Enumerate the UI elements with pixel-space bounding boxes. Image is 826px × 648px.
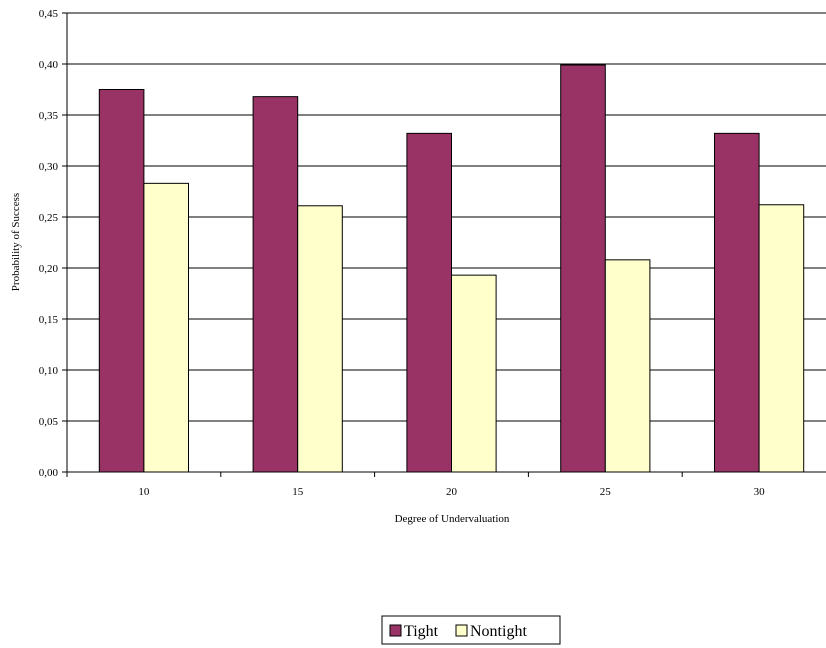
x-axis-title: Degree of Undervaluation xyxy=(395,513,510,525)
x-tick-label: 20 xyxy=(446,486,458,498)
bar-tight-30 xyxy=(713,132,760,473)
x-tick-label: 15 xyxy=(292,486,304,498)
bar-tight-10 xyxy=(98,89,145,473)
y-tick-label: 0,35 xyxy=(39,110,59,122)
legend-label-tight: Tight xyxy=(404,623,439,640)
x-tick-label: 25 xyxy=(600,486,612,498)
y-tick-label: 0,20 xyxy=(39,263,59,275)
bar-tight-20 xyxy=(406,132,453,473)
bar-tight-25 xyxy=(560,64,606,473)
bar-nontight-30 xyxy=(758,204,805,473)
y-axis-title: Probability of Success xyxy=(10,193,22,291)
legend-label-nontight: Nontight xyxy=(470,623,527,640)
x-tick-label: 10 xyxy=(138,486,150,498)
y-tick-labels: 0,00 0,05 0,10 0,15 0,20 0,25 0,30 0,35 0,40 0,45 xyxy=(39,8,59,479)
bar-nontight-10 xyxy=(143,182,190,473)
y-tick-label: 0,25 xyxy=(39,212,59,224)
y-tick-label: 0,05 xyxy=(39,416,59,428)
bar-nontight-20 xyxy=(451,274,497,473)
x-tick-labels: 10 15 20 25 30 xyxy=(138,486,765,498)
x-tick-label: 30 xyxy=(754,486,766,498)
y-tick-label: 0,00 xyxy=(39,467,59,479)
bar-nontight-15 xyxy=(297,205,343,473)
y-tick-label: 0,10 xyxy=(39,365,59,377)
y-tick-label: 0,30 xyxy=(39,161,59,173)
legend-box xyxy=(381,615,561,645)
bars xyxy=(98,64,805,473)
y-tick-label: 0,15 xyxy=(39,314,59,326)
legend: Tight Nontight xyxy=(381,615,561,645)
axes xyxy=(62,12,826,477)
y-tick-label: 0,45 xyxy=(39,8,59,20)
legend-swatch-tight xyxy=(389,624,402,637)
legend-swatch-nontight xyxy=(455,624,468,637)
bar-tight-15 xyxy=(252,96,299,473)
y-tick-label: 0,40 xyxy=(39,59,59,71)
bar-nontight-25 xyxy=(604,259,651,473)
